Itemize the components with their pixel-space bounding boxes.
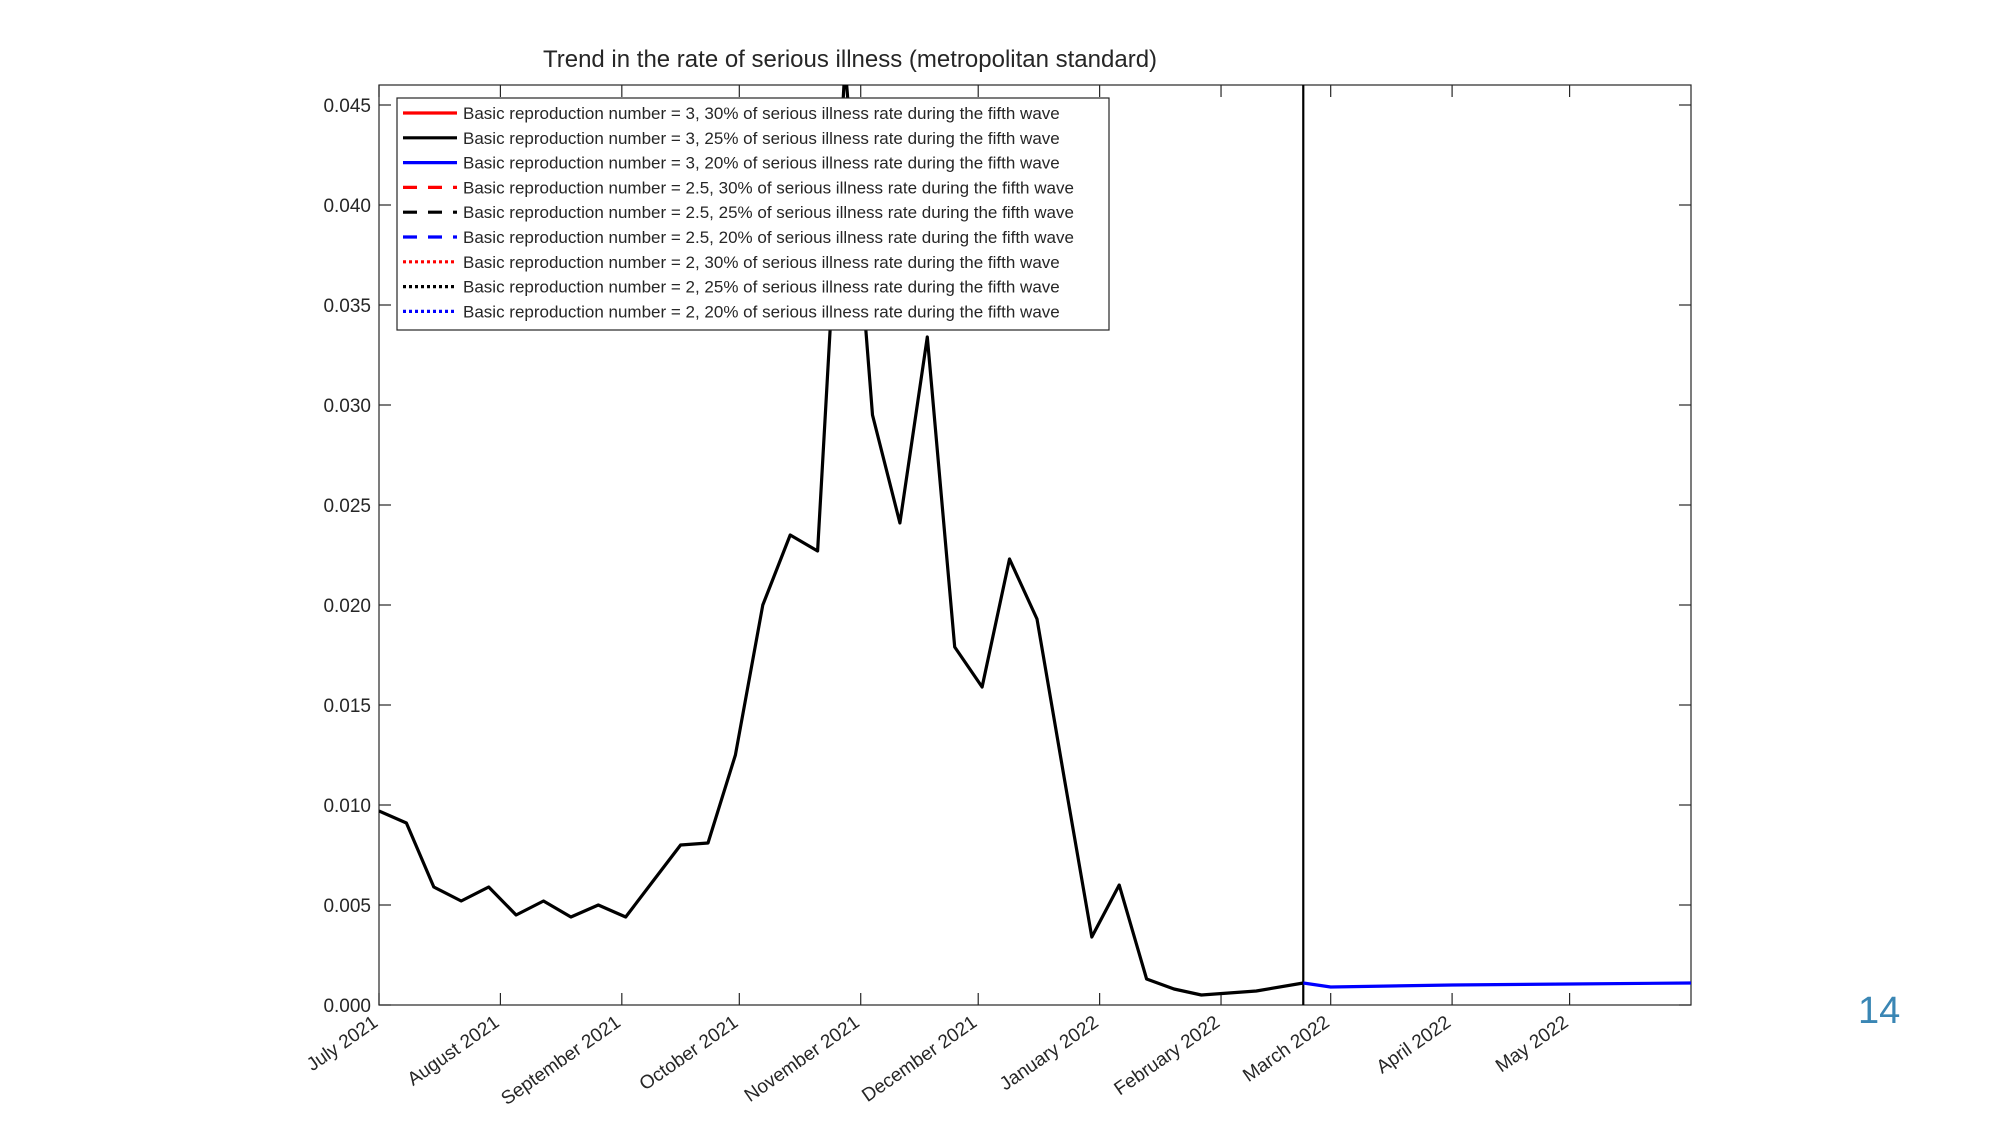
- x-tick-label: May 2022: [1492, 1012, 1572, 1077]
- y-tick-label: 0.025: [323, 496, 371, 517]
- legend-entry-label: Basic reproduction number = 2, 30% of se…: [463, 253, 1060, 272]
- legend-entry-label: Basic reproduction number = 2, 20% of se…: [463, 302, 1060, 321]
- x-tick-label: November 2021: [741, 1012, 864, 1107]
- legend-entry-label: Basic reproduction number = 3, 25% of se…: [463, 129, 1060, 148]
- y-tick-label: 0.015: [323, 696, 371, 717]
- y-tick-label: 0.030: [323, 396, 371, 417]
- x-tick-label: January 2022: [996, 1012, 1102, 1095]
- plot-area: 0.000 0.005 0.010 0.015 0.020 0.025 0.030 0.035…: [303, 84, 1692, 1110]
- series-line-2: [1303, 981, 1691, 989]
- chart-title: Trend in the rate of serious illness (me…: [543, 46, 1157, 73]
- x-tick-label: March 2022: [1239, 1012, 1333, 1087]
- legend-entry-label: Basic reproduction number = 2.5, 20% of …: [463, 228, 1074, 247]
- y-tick-label: 0.005: [323, 896, 371, 917]
- y-axis: 0.000 0.005 0.010 0.015 0.020 0.025 0.030 0.035…: [323, 96, 1691, 1017]
- legend: Basic reproduction number = 3, 30% of se…: [396, 97, 1110, 331]
- x-tick-label: December 2021: [858, 1012, 981, 1107]
- legend-entry-label: Basic reproduction number = 2.5, 25% of …: [463, 203, 1074, 222]
- y-tick-label: 0.045: [323, 96, 371, 117]
- x-tick-label: September 2021: [498, 1012, 625, 1110]
- legend-entry-label: Basic reproduction number = 3, 30% of se…: [463, 104, 1060, 123]
- x-tick-label: October 2021: [636, 1012, 742, 1095]
- y-tick-label: 0.035: [323, 296, 371, 317]
- y-tick-label: 0.010: [323, 796, 371, 817]
- y-tick-label: 0.040: [323, 196, 371, 217]
- y-tick-label: 0.000: [323, 996, 371, 1017]
- legend-box: [396, 97, 1110, 331]
- x-tick-label: August 2021: [404, 1012, 503, 1090]
- x-tick-label: February 2022: [1111, 1012, 1224, 1100]
- legend-entry-label: Basic reproduction number = 2.5, 30% of …: [463, 178, 1074, 197]
- x-tick-label: April 2022: [1373, 1012, 1455, 1078]
- page-number: 14: [1858, 990, 1901, 1032]
- legend-entry-label: Basic reproduction number = 3, 20% of se…: [463, 154, 1060, 173]
- y-tick-label: 0.020: [323, 596, 371, 617]
- x-tick-label: July 2021: [303, 1012, 382, 1076]
- legend-entry-label: Basic reproduction number = 2, 25% of se…: [463, 278, 1060, 297]
